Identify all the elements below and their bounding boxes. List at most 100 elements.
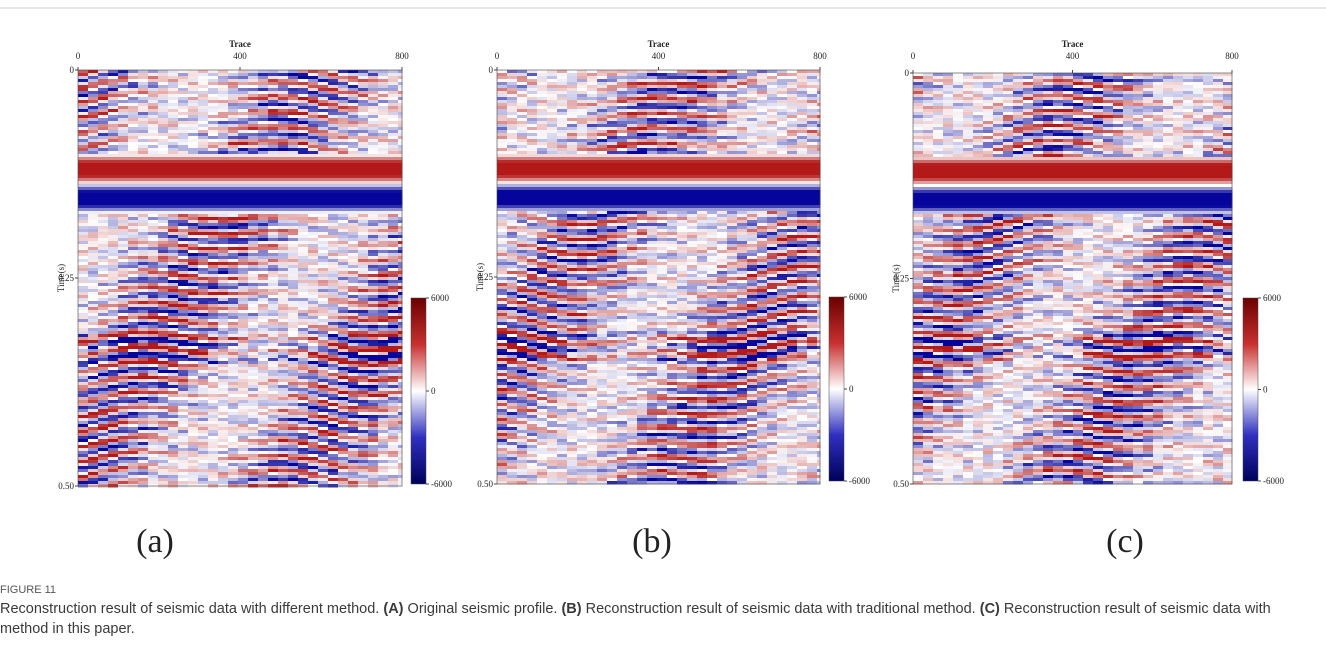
- seismic-cell: [298, 211, 309, 215]
- seismic-cell: [78, 382, 89, 386]
- panel-label: (a): [136, 523, 174, 560]
- seismic-cell: [288, 460, 299, 464]
- seismic-cell: [517, 259, 528, 263]
- seismic-cell: [198, 427, 209, 431]
- seismic-cell: [88, 454, 99, 458]
- seismic-cell: [98, 76, 109, 80]
- seismic-cell: [288, 286, 299, 290]
- seismic-cell: [338, 349, 349, 353]
- seismic-cell: [507, 400, 518, 404]
- seismic-cell: [258, 283, 269, 287]
- seismic-cell: [208, 325, 219, 329]
- seismic-cell: [248, 157, 259, 161]
- seismic-cell: [128, 403, 139, 407]
- seismic-cell: [517, 337, 528, 341]
- seismic-cell: [108, 370, 119, 374]
- seismic-cell: [78, 160, 89, 164]
- seismic-cell: [278, 157, 289, 161]
- seismic-cell: [158, 352, 169, 356]
- seismic-cell: [348, 334, 359, 338]
- seismic-cell: [208, 379, 219, 383]
- seismic-cell: [308, 331, 319, 335]
- seismic-cell: [288, 310, 299, 314]
- seismic-cell: [318, 379, 329, 383]
- seismic-cell: [318, 208, 329, 212]
- seismic-cell: [208, 76, 219, 80]
- seismic-cell: [138, 337, 149, 341]
- seismic-cell: [338, 334, 349, 338]
- seismic-cell: [98, 283, 109, 287]
- seismic-cell: [208, 430, 219, 434]
- seismic-cell: [228, 130, 239, 134]
- seismic-cell: [298, 139, 309, 143]
- seismic-cell: [238, 319, 249, 323]
- seismic-cell: [358, 430, 369, 434]
- seismic-cell: [268, 199, 279, 203]
- seismic-cell: [158, 232, 169, 236]
- seismic-cell: [288, 373, 299, 377]
- seismic-cell: [178, 409, 189, 413]
- seismic-cell: [288, 154, 299, 158]
- seismic-cell: [178, 325, 189, 329]
- seismic-cell: [308, 70, 319, 74]
- seismic-cell: [358, 148, 369, 152]
- seismic-cell: [358, 160, 369, 164]
- seismic-cell: [517, 193, 528, 197]
- seismic-cell: [238, 433, 249, 437]
- seismic-cell: [517, 376, 528, 380]
- seismic-cell: [308, 253, 319, 257]
- seismic-cell: [78, 250, 89, 254]
- seismic-cell: [278, 172, 289, 176]
- seismic-cell: [318, 250, 329, 254]
- seismic-cell: [118, 94, 129, 98]
- seismic-cell: [308, 403, 319, 407]
- seismic-cell: [388, 238, 399, 242]
- seismic-cell: [198, 94, 209, 98]
- seismic-cell: [88, 142, 99, 146]
- seismic-cell: [318, 187, 329, 191]
- seismic-cell: [288, 445, 299, 449]
- seismic-cell: [108, 334, 119, 338]
- seismic-cell: [388, 307, 399, 311]
- seismic-cell: [328, 166, 339, 170]
- seismic-cell: [218, 334, 229, 338]
- seismic-cell: [497, 307, 508, 311]
- seismic-cell: [288, 334, 299, 338]
- seismic-cell: [228, 439, 239, 443]
- seismic-cell: [288, 337, 299, 341]
- seismic-cell: [497, 154, 508, 158]
- seismic-cell: [128, 205, 139, 209]
- seismic-cell: [98, 391, 109, 395]
- seismic-cell: [198, 178, 209, 182]
- seismic-cell: [388, 292, 399, 296]
- seismic-cell: [158, 298, 169, 302]
- seismic-cell: [378, 478, 389, 482]
- seismic-cell: [78, 178, 89, 182]
- seismic-cell: [258, 214, 269, 218]
- seismic-cell: [248, 172, 259, 176]
- seismic-cell: [108, 208, 119, 212]
- seismic-cell: [188, 478, 199, 482]
- seismic-cell: [208, 415, 219, 419]
- seismic-cell: [198, 460, 209, 464]
- seismic-cell: [178, 313, 189, 317]
- seismic-cell: [318, 307, 329, 311]
- seismic-cell: [108, 319, 119, 323]
- seismic-cell: [388, 253, 399, 257]
- seismic-cell: [118, 481, 129, 485]
- seismic-cell: [168, 247, 179, 251]
- seismic-cell: [278, 466, 289, 470]
- seismic-cell: [88, 127, 99, 131]
- seismic-cell: [218, 442, 229, 446]
- seismic-cell: [318, 376, 329, 380]
- seismic-cell: [78, 202, 89, 206]
- seismic-cell: [228, 475, 239, 479]
- seismic-cell: [268, 118, 279, 122]
- seismic-cell: [148, 205, 159, 209]
- seismic-cell: [348, 256, 359, 260]
- seismic-cell: [258, 268, 269, 272]
- seismic-cell: [497, 322, 508, 326]
- seismic-cell: [198, 478, 209, 482]
- seismic-cell: [338, 478, 349, 482]
- seismic-cell: [228, 151, 239, 155]
